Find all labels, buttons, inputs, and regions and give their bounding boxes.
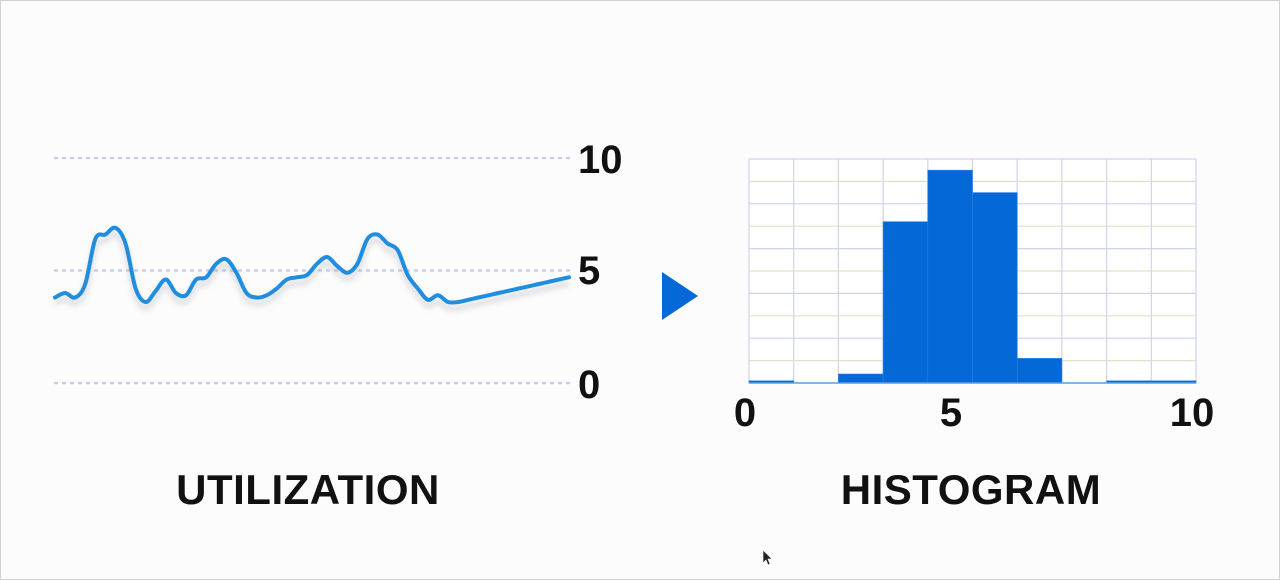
histogram-chart: 0 5 10 HISTOGRAM [734,158,1215,513]
y-tick-10: 10 [578,138,623,182]
x-tick-0: 0 [734,391,756,435]
histogram-bar [838,373,884,384]
utilization-title: UTILIZATION [176,466,440,513]
x-tick-10: 10 [1170,391,1215,435]
y-tick-0: 0 [578,363,600,407]
y-tick-5: 5 [578,249,600,293]
histogram-bars [748,169,1197,384]
play-arrow-icon [662,272,698,320]
histogram-bar [972,192,1018,384]
x-tick-5: 5 [940,391,962,435]
utilization-series-line [53,225,571,305]
histogram-bar [1016,358,1063,384]
mouse-cursor-icon [762,549,773,566]
histogram-bar [882,221,929,384]
utilization-line-shadow [53,231,570,312]
utilization-chart: 10 5 0 UTILIZATION [53,138,623,513]
histogram-bar [927,169,973,384]
histogram-title: HISTOGRAM [841,466,1101,513]
